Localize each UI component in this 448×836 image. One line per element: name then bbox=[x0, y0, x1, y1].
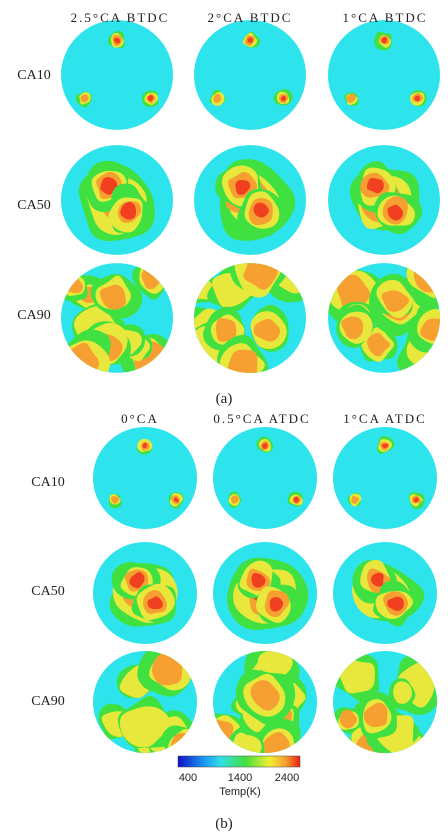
figure: 2.5°CA BTDC 2°CA BTDC 1°CA BTDC CA10 CA5… bbox=[0, 0, 448, 836]
row-label: CA90 bbox=[31, 694, 64, 709]
temperature-region bbox=[414, 258, 447, 292]
contour-plot bbox=[194, 19, 306, 131]
column-header: 0.5°CA ATDC bbox=[213, 411, 310, 426]
colorbar-label: Temp(K) bbox=[219, 786, 261, 798]
contour-plot bbox=[172, 242, 327, 392]
contour-plot bbox=[93, 541, 197, 645]
contour-plot bbox=[213, 541, 317, 645]
colorbar-tick: 2400 bbox=[275, 772, 299, 784]
colorbar bbox=[178, 756, 300, 767]
contour-plot bbox=[333, 426, 437, 530]
row-label: CA90 bbox=[17, 308, 50, 323]
contour-plot bbox=[333, 541, 437, 645]
contour-plot bbox=[324, 245, 448, 379]
contour-plot bbox=[333, 650, 441, 773]
caption: (b) bbox=[215, 816, 233, 832]
column-header: 2°CA BTDC bbox=[208, 10, 293, 25]
contour-plot bbox=[197, 641, 317, 771]
column-header: 0°CA bbox=[121, 411, 159, 426]
temperature-region bbox=[171, 733, 197, 759]
column-header: 1°CA BTDC bbox=[343, 10, 428, 25]
column-header: 2.5°CA BTDC bbox=[71, 10, 170, 25]
temperature-region bbox=[206, 720, 233, 749]
colorbar-tick: 1400 bbox=[228, 772, 252, 784]
contour-plot bbox=[194, 144, 306, 256]
temperature-region bbox=[152, 652, 182, 685]
contour-plot bbox=[58, 260, 182, 393]
row-label: CA10 bbox=[31, 475, 64, 490]
row-label: CA50 bbox=[31, 584, 64, 599]
row-label: CA50 bbox=[17, 198, 50, 213]
contour-plot bbox=[328, 19, 440, 131]
row-label: CA10 bbox=[17, 68, 50, 83]
contour-plot bbox=[61, 19, 173, 131]
contour-plot bbox=[61, 144, 173, 256]
caption: (a) bbox=[216, 391, 233, 407]
contour-plot bbox=[328, 144, 440, 256]
contour-plot bbox=[213, 426, 317, 530]
colorbar-tick: 400 bbox=[179, 772, 197, 784]
column-header: 1°CA ATDC bbox=[343, 411, 427, 426]
contour-plots bbox=[58, 19, 448, 773]
contour-plot bbox=[93, 646, 205, 769]
contour-plot bbox=[93, 426, 197, 530]
